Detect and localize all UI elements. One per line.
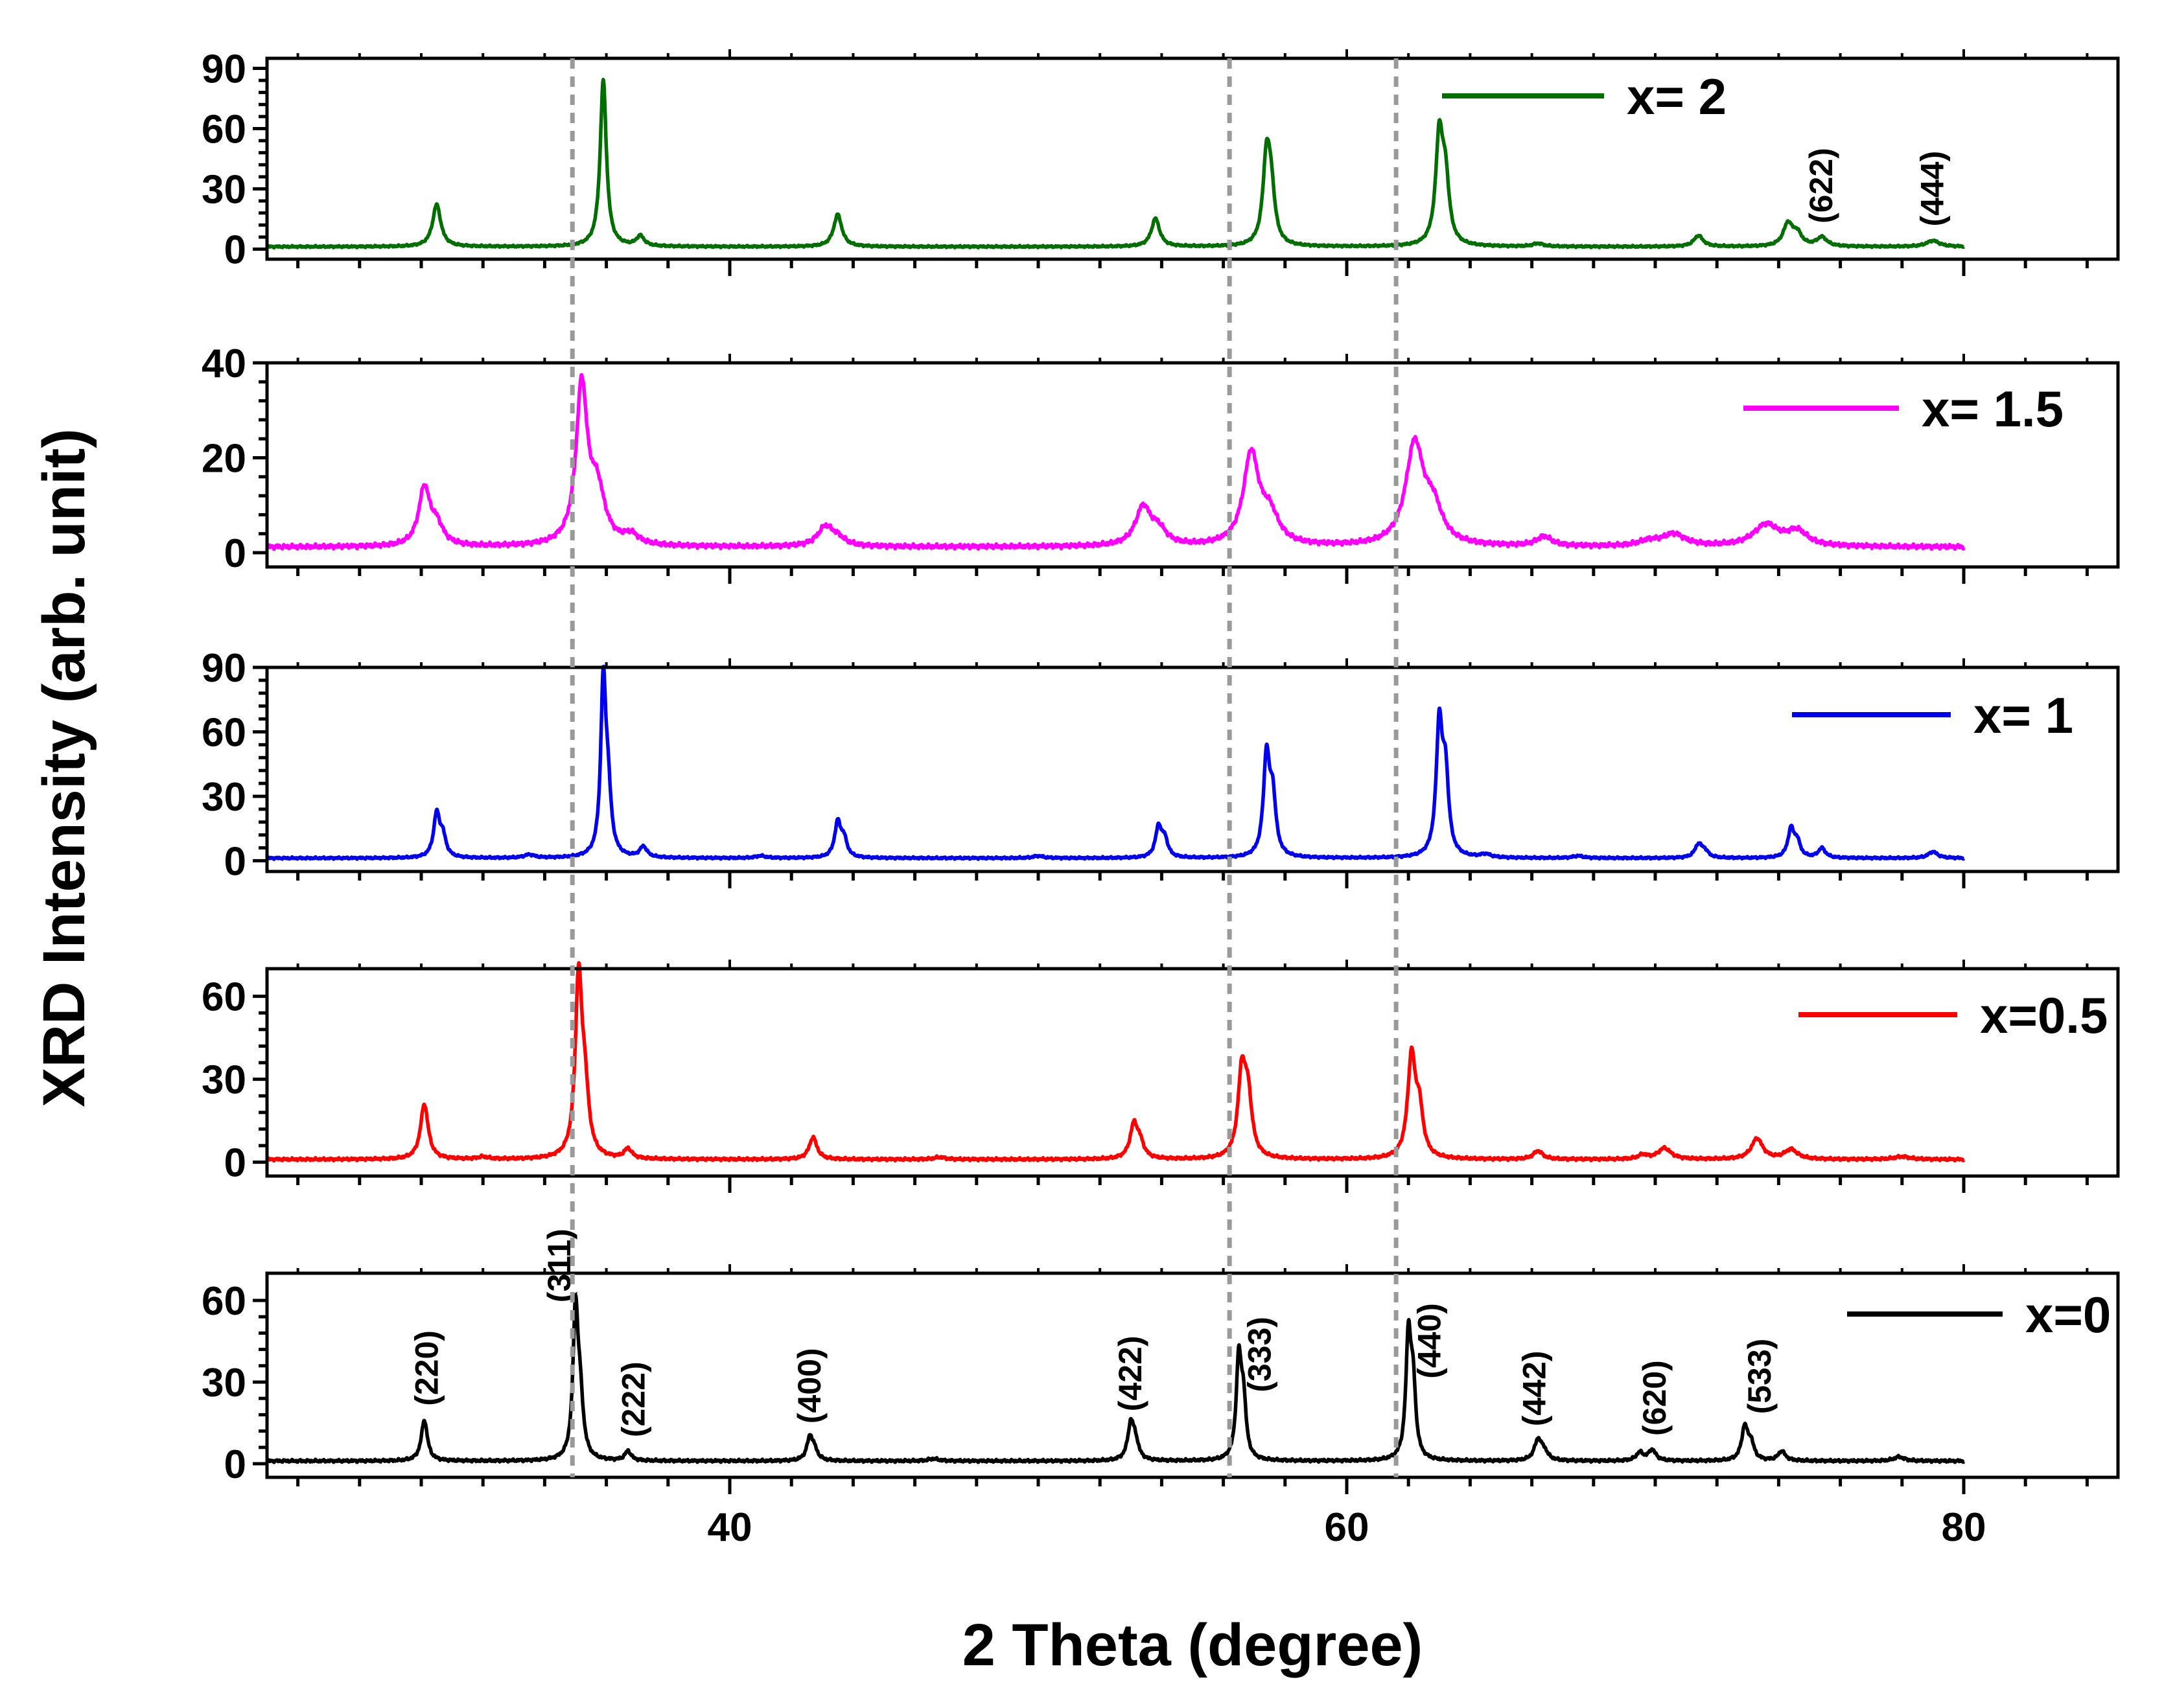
x-axis-title: 2 Theta (degree): [962, 1612, 1423, 1678]
y-tick-label: 90: [202, 646, 246, 691]
hkl-label: (422): [1112, 1335, 1148, 1411]
x-tick-label: 40: [708, 1505, 752, 1550]
hkl-label: (400): [791, 1348, 828, 1424]
y-tick-label: 0: [224, 228, 246, 273]
spectrum-line-4: [265, 961, 1966, 1163]
spectrum-line-3: [265, 664, 1966, 861]
plot-frame-4: [265, 967, 2120, 1178]
plot-frame-3: [265, 665, 2120, 873]
panel-2: 0 20 40 x= 1.5: [202, 341, 2120, 584]
hkl-label: (222): [615, 1361, 651, 1437]
guide-lines-layer: [570, 58, 1399, 1477]
hkl-label: (620): [1636, 1360, 1673, 1436]
hkl-label: (622): [1803, 148, 1839, 224]
panel-1: 0 30 60 90 x= 2 (622) (444): [202, 47, 2120, 276]
y-tick-label: 30: [202, 775, 246, 820]
panel-3: 0 30 60 90 x= 1: [202, 646, 2120, 888]
y-tick-label: 20: [202, 437, 246, 481]
y-tick-label: 60: [202, 710, 246, 755]
plot-frame-1: [265, 56, 2120, 261]
plot-frame-5: [265, 1271, 2120, 1479]
spectrum-line-2: [265, 373, 1966, 551]
y-tick-label: 30: [202, 1361, 246, 1405]
plot-frame-2: [265, 361, 2120, 569]
hkl-label: (444): [1914, 151, 1950, 227]
y-tick-label: 60: [202, 975, 246, 1020]
hkl-label: (220): [409, 1330, 445, 1406]
hkl-label: (440): [1412, 1303, 1448, 1379]
panel-4: 0 30 60 x=0.5: [202, 960, 2120, 1193]
y-tick-label: 0: [224, 839, 246, 884]
y-tick-label: 0: [224, 1442, 246, 1487]
y-axis-title: XRD Intensity (arb. unit): [31, 428, 97, 1107]
panels-layer: 0 30 60 90 x= 2 (622) (444) 0 20 40 x= 1.5 0 30 60 90 x…: [202, 47, 2120, 1494]
hkl-label: (533): [1741, 1339, 1778, 1414]
x-tick-labels-layer: 40 60 80: [708, 1505, 1986, 1550]
spectrum-line-1: [265, 78, 1966, 250]
legend-label-5: x=0: [2025, 1286, 2111, 1343]
x-tick-label: 60: [1325, 1505, 1369, 1550]
y-tick-label: 90: [202, 47, 246, 92]
y-tick-label: 0: [224, 1141, 246, 1186]
y-tick-label: 30: [202, 168, 246, 213]
y-tick-label: 0: [224, 531, 246, 576]
x-tick-label: 80: [1942, 1505, 1986, 1550]
y-tick-label: 60: [202, 1279, 246, 1324]
hkl-label: (442): [1516, 1351, 1552, 1427]
legend-label-2: x= 1.5: [1922, 380, 2064, 437]
legend-label-3: x= 1: [1973, 687, 2073, 744]
hkl-label: (333): [1242, 1317, 1278, 1392]
legend-label-1: x= 2: [1627, 68, 1727, 125]
legend-label-4: x=0.5: [1980, 987, 2108, 1044]
spectrum-line-5: [265, 1293, 1966, 1464]
y-tick-label: 40: [202, 341, 246, 386]
y-tick-label: 30: [202, 1058, 246, 1103]
y-tick-label: 60: [202, 108, 246, 152]
